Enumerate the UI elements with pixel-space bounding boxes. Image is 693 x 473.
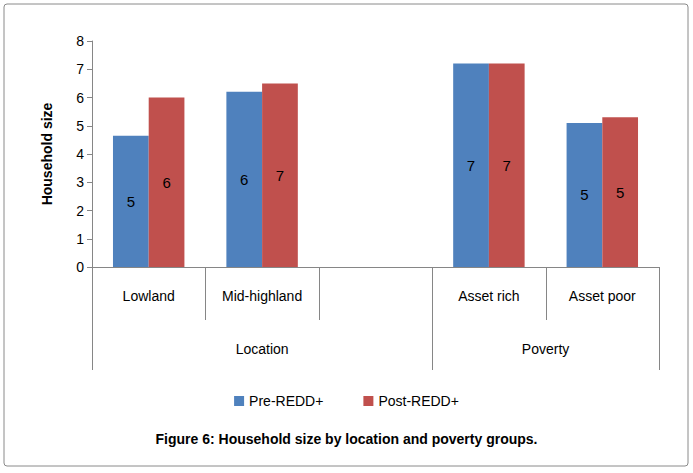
svg-text:1: 1 bbox=[76, 231, 84, 247]
svg-text:Location: Location bbox=[236, 341, 289, 357]
svg-text:6: 6 bbox=[76, 90, 84, 106]
svg-text:5: 5 bbox=[76, 118, 84, 134]
svg-text:Pre-REDD+: Pre-REDD+ bbox=[249, 393, 323, 409]
svg-text:Asset rich: Asset rich bbox=[458, 288, 519, 304]
svg-text:7: 7 bbox=[503, 157, 511, 174]
svg-text:Asset poor: Asset poor bbox=[569, 288, 636, 304]
svg-text:5: 5 bbox=[127, 193, 135, 210]
svg-text:8: 8 bbox=[76, 33, 84, 49]
svg-text:6: 6 bbox=[240, 171, 248, 188]
svg-text:Mid-highland: Mid-highland bbox=[222, 288, 302, 304]
svg-text:Household size: Household size bbox=[39, 102, 55, 205]
svg-text:7: 7 bbox=[276, 167, 284, 184]
svg-text:6: 6 bbox=[162, 174, 170, 191]
svg-text:Figure 6:: Figure 6: bbox=[156, 431, 215, 447]
svg-text:5: 5 bbox=[616, 184, 624, 201]
svg-text:Household size by location and: Household size by location and poverty g… bbox=[215, 431, 538, 447]
svg-text:5: 5 bbox=[580, 186, 588, 203]
svg-text:7: 7 bbox=[76, 61, 84, 77]
svg-text:4: 4 bbox=[76, 146, 84, 162]
svg-text:Poverty: Poverty bbox=[522, 341, 569, 357]
svg-text:2: 2 bbox=[76, 203, 84, 219]
svg-text:Post-REDD+: Post-REDD+ bbox=[378, 393, 459, 409]
svg-text:Lowland: Lowland bbox=[123, 288, 175, 304]
svg-text:3: 3 bbox=[76, 174, 84, 190]
svg-text:7: 7 bbox=[467, 157, 475, 174]
svg-text:0: 0 bbox=[76, 259, 84, 275]
